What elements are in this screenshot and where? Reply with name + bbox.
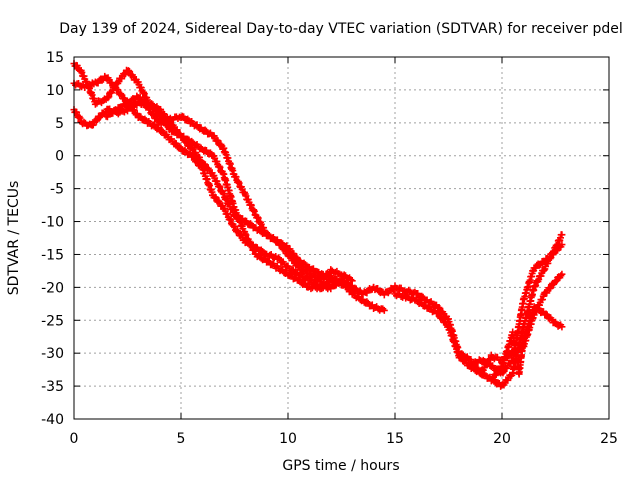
data-point <box>552 278 559 286</box>
x-tick-label: 5 <box>177 431 186 447</box>
data-point <box>146 106 154 114</box>
data-point <box>128 104 136 112</box>
y-tick-label: -15 <box>41 247 64 263</box>
data-point <box>558 323 566 331</box>
data-point <box>341 280 349 288</box>
y-tick-label: 0 <box>55 149 64 165</box>
data-point <box>188 137 196 145</box>
data-point <box>117 90 125 98</box>
data-point <box>130 96 138 104</box>
data-point <box>92 117 100 125</box>
data-point <box>494 379 502 387</box>
data-point <box>179 133 187 141</box>
y-tick-label: -5 <box>50 182 64 198</box>
data-point <box>104 94 112 102</box>
data-point <box>98 76 106 84</box>
x-tick-label: 25 <box>600 431 618 447</box>
data-point <box>80 118 88 126</box>
y-tick-label: -40 <box>41 412 64 428</box>
data-point <box>274 254 282 262</box>
data-point <box>557 272 565 280</box>
data-point <box>458 354 466 362</box>
data-point <box>172 140 180 148</box>
data-point <box>348 277 356 285</box>
data-point <box>195 153 203 161</box>
data-point <box>483 361 491 369</box>
x-tick-label: 0 <box>70 431 79 447</box>
data-point <box>542 310 550 318</box>
y-tick-label: -30 <box>41 346 64 362</box>
data-point <box>201 161 209 169</box>
data-point <box>547 284 555 292</box>
data-point <box>158 127 166 135</box>
x-tick-label: 20 <box>493 431 511 447</box>
data-point <box>277 239 285 247</box>
data-point <box>89 121 97 129</box>
data-point <box>75 113 83 121</box>
data-point <box>201 126 209 134</box>
y-tick-label: -25 <box>41 313 64 329</box>
data-point <box>182 137 190 145</box>
data-point <box>456 353 464 361</box>
data-point <box>257 246 265 254</box>
data-point <box>558 241 566 249</box>
data-point <box>148 100 156 108</box>
data-point <box>300 259 308 267</box>
y-tick-label: -10 <box>41 215 64 231</box>
chart-title: Day 139 of 2024, Sidereal Day-to-day VTE… <box>59 21 623 37</box>
data-point <box>340 271 348 279</box>
data-point <box>149 109 157 117</box>
plot-frame <box>73 56 610 420</box>
data-point <box>214 137 222 145</box>
data-point <box>558 270 566 278</box>
data-point <box>543 311 551 319</box>
data-point <box>363 298 371 306</box>
x-tick-label: 15 <box>386 431 404 447</box>
data-series <box>70 60 566 390</box>
data-point <box>435 304 443 312</box>
data-point <box>418 292 426 300</box>
x-tick-label: 10 <box>279 431 297 447</box>
data-point <box>212 194 220 202</box>
data-point <box>247 220 255 228</box>
y-tick-label: -35 <box>41 379 64 395</box>
data-point <box>380 306 388 314</box>
data-point <box>231 223 238 231</box>
y-tick-label: 15 <box>46 50 64 66</box>
y-axis-label: SDTVAR / TECUs <box>6 181 22 296</box>
data-point <box>492 371 500 379</box>
data-point <box>477 370 485 378</box>
data-point <box>327 266 335 274</box>
data-point <box>76 114 84 122</box>
data-point <box>558 231 566 239</box>
y-tick-label: 5 <box>55 116 64 132</box>
y-tick-label: -20 <box>41 280 64 296</box>
axis-ticks: 0 5 10 15 20 25 15 10 5 0 -5 -10 -15 -20 -25 -30 -35 -40 <box>41 50 618 447</box>
data-point <box>535 261 543 269</box>
y-tick-label: 10 <box>46 83 64 99</box>
data-point <box>290 250 298 258</box>
series-track-8 <box>487 303 566 384</box>
data-point <box>283 242 291 250</box>
data-point <box>348 283 356 291</box>
data-point <box>114 86 122 94</box>
x-axis-label: GPS time / hours <box>282 458 399 474</box>
data-point <box>124 67 132 75</box>
data-point <box>438 313 446 321</box>
data-point <box>435 310 443 318</box>
data-point <box>176 143 184 151</box>
data-point <box>233 227 241 235</box>
data-point <box>105 93 113 101</box>
series-track-4 <box>102 92 356 291</box>
data-point <box>479 356 487 364</box>
data-point <box>554 246 562 254</box>
